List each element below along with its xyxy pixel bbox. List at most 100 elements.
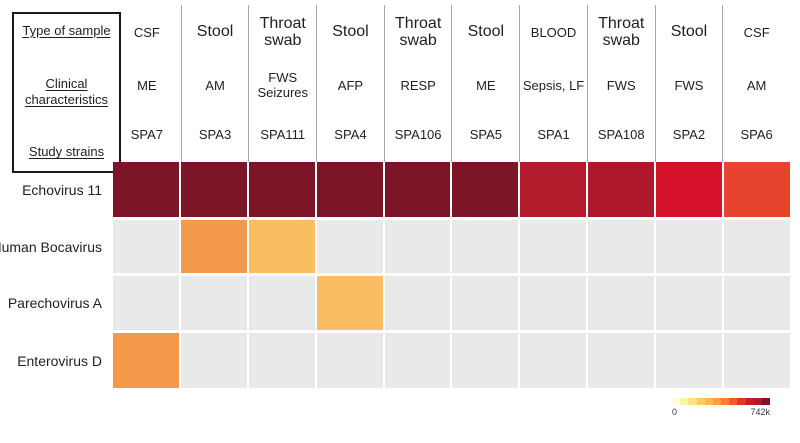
heatmap-cell (656, 220, 723, 273)
clinical-characteristic-value: FWS Seizures (257, 70, 309, 100)
heatmap-cell (588, 333, 655, 388)
row-label: Human Bocavirus (0, 238, 102, 255)
sample-type-value: Stool (670, 23, 708, 41)
heatmap-cell (384, 162, 451, 217)
sample-type-value: CSF (133, 24, 160, 40)
heatmap-cell (520, 333, 587, 388)
clinical-characteristic-value: RESP (400, 77, 436, 93)
column-header: CSF AM SPA6 (722, 5, 790, 162)
heatmap-cell (113, 162, 179, 217)
heatmap-cell (113, 220, 179, 273)
sample-type-value: Stool (196, 23, 234, 41)
heatmap-cell (452, 220, 519, 273)
clinical-characteristic-value: FWS (606, 77, 636, 93)
row-label: Enterovirus D (17, 352, 102, 369)
heatmap-cell (180, 220, 247, 273)
sample-type-value: Throat swab (395, 14, 442, 49)
color-scale-segment (753, 398, 762, 405)
sample-type-value: CSF (743, 24, 770, 40)
column-header: Throat swab FWS SPA108 (586, 5, 655, 162)
heatmap-cell (724, 220, 790, 273)
study-strain-value: SPA6 (740, 127, 773, 142)
study-strain-value: SPA7 (130, 127, 163, 142)
heatmap-cell (248, 333, 315, 388)
heatmap-cell (384, 276, 451, 330)
sample-type-value: Throat swab (259, 14, 306, 49)
heatmap-cell (180, 333, 247, 388)
color-scale-segment (672, 398, 681, 405)
sample-type-value: Stool (467, 23, 505, 41)
heatmap-cell (656, 162, 723, 217)
header-box: Type of sample Clinical characteristics … (12, 12, 121, 173)
header-box-clinical-label: Clinical characteristics (24, 75, 109, 107)
heatmap-cell (520, 162, 587, 217)
heatmap-cell (248, 276, 315, 330)
heatmap-cell (520, 220, 587, 273)
study-strain-value: SPA1 (537, 127, 570, 142)
column-header: CSF ME SPA7 (113, 5, 181, 162)
heatmap-grid: Echovirus 11 Human Bocavirus Parechovirus … (0, 162, 790, 388)
color-scale-segment (696, 398, 705, 405)
color-scale-segment (721, 398, 730, 405)
study-strain-value: SPA2 (672, 127, 706, 142)
color-scale-segment (745, 398, 754, 405)
color-scale-labels: 0 742k (672, 407, 770, 417)
study-strain-value: SPA111 (260, 127, 306, 142)
heatmap-cell (316, 162, 383, 217)
color-scale-segment (761, 398, 771, 405)
color-scale-segment (737, 398, 746, 405)
heatmap-cell (180, 162, 247, 217)
study-strain-value: SPA4 (334, 127, 367, 142)
color-scale-segment (704, 398, 713, 405)
heatmap-cell (588, 276, 655, 330)
heatmap-cell (452, 162, 519, 217)
column-header: Stool FWS SPA2 (654, 5, 723, 162)
heatmap-cell (588, 162, 655, 217)
column-header: Throat swab FWS Seizures SPA111 (248, 5, 316, 162)
heatmap-cell (248, 162, 315, 217)
study-strain-value: SPA106 (394, 127, 442, 142)
clinical-characteristic-value: Sepsis, LF (522, 77, 585, 93)
clinical-characteristic-value: FWS (674, 77, 704, 93)
heatmap-cell (520, 276, 587, 330)
heatmap-cell (724, 162, 790, 217)
clinical-characteristic-value: AM (746, 77, 767, 93)
heatmap-cell (113, 276, 179, 330)
heatmap-cell (316, 333, 383, 388)
study-strain-value: SPA3 (198, 127, 232, 142)
clinical-characteristic-value: ME (137, 77, 157, 93)
color-scale-segment (729, 398, 738, 405)
column-header: Stool AM SPA3 (180, 5, 249, 162)
heatmap-cell (724, 333, 790, 388)
row-label: Echovirus 11 (22, 181, 102, 198)
header-box-strains-label: Study strains (28, 144, 105, 160)
study-strain-value: SPA108 (597, 127, 645, 142)
heatmap-cell (452, 333, 519, 388)
column-header: Throat swab RESP SPA106 (383, 5, 452, 162)
heatmap-cell (452, 276, 519, 330)
color-scale-bar (672, 398, 771, 405)
color-scale-segment (680, 398, 689, 405)
color-scale-segment (688, 398, 697, 405)
column-header: Stool ME SPA5 (451, 5, 519, 162)
color-scale-legend: 0 742k (672, 398, 771, 417)
clinical-characteristic-value: AFP (337, 77, 364, 93)
sample-type-value: BLOOD (530, 24, 577, 40)
heatmap-cell (316, 276, 383, 330)
heatmap-cell (656, 276, 723, 330)
row-label: Parechovirus A (7, 295, 102, 311)
column-headers: CSF ME SPA7 Stool AM SPA3 Throat swab FWS Seizu… (113, 0, 790, 162)
color-scale-segment (712, 398, 722, 405)
heatmap-cell (316, 220, 383, 273)
column-header: BLOOD Sepsis, LF SPA1 (519, 5, 587, 162)
heatmap-cell (248, 220, 315, 273)
column-header: Stool AFP SPA4 (316, 5, 384, 162)
heatmap-cell (656, 333, 723, 388)
clinical-characteristic-value: ME (476, 77, 496, 93)
sample-type-value: Throat swab (598, 14, 645, 49)
legend-max-label: 742k (750, 407, 770, 417)
heatmap-cell (113, 333, 179, 388)
heatmap-cell (384, 333, 451, 388)
sample-type-value: Stool (332, 23, 369, 41)
